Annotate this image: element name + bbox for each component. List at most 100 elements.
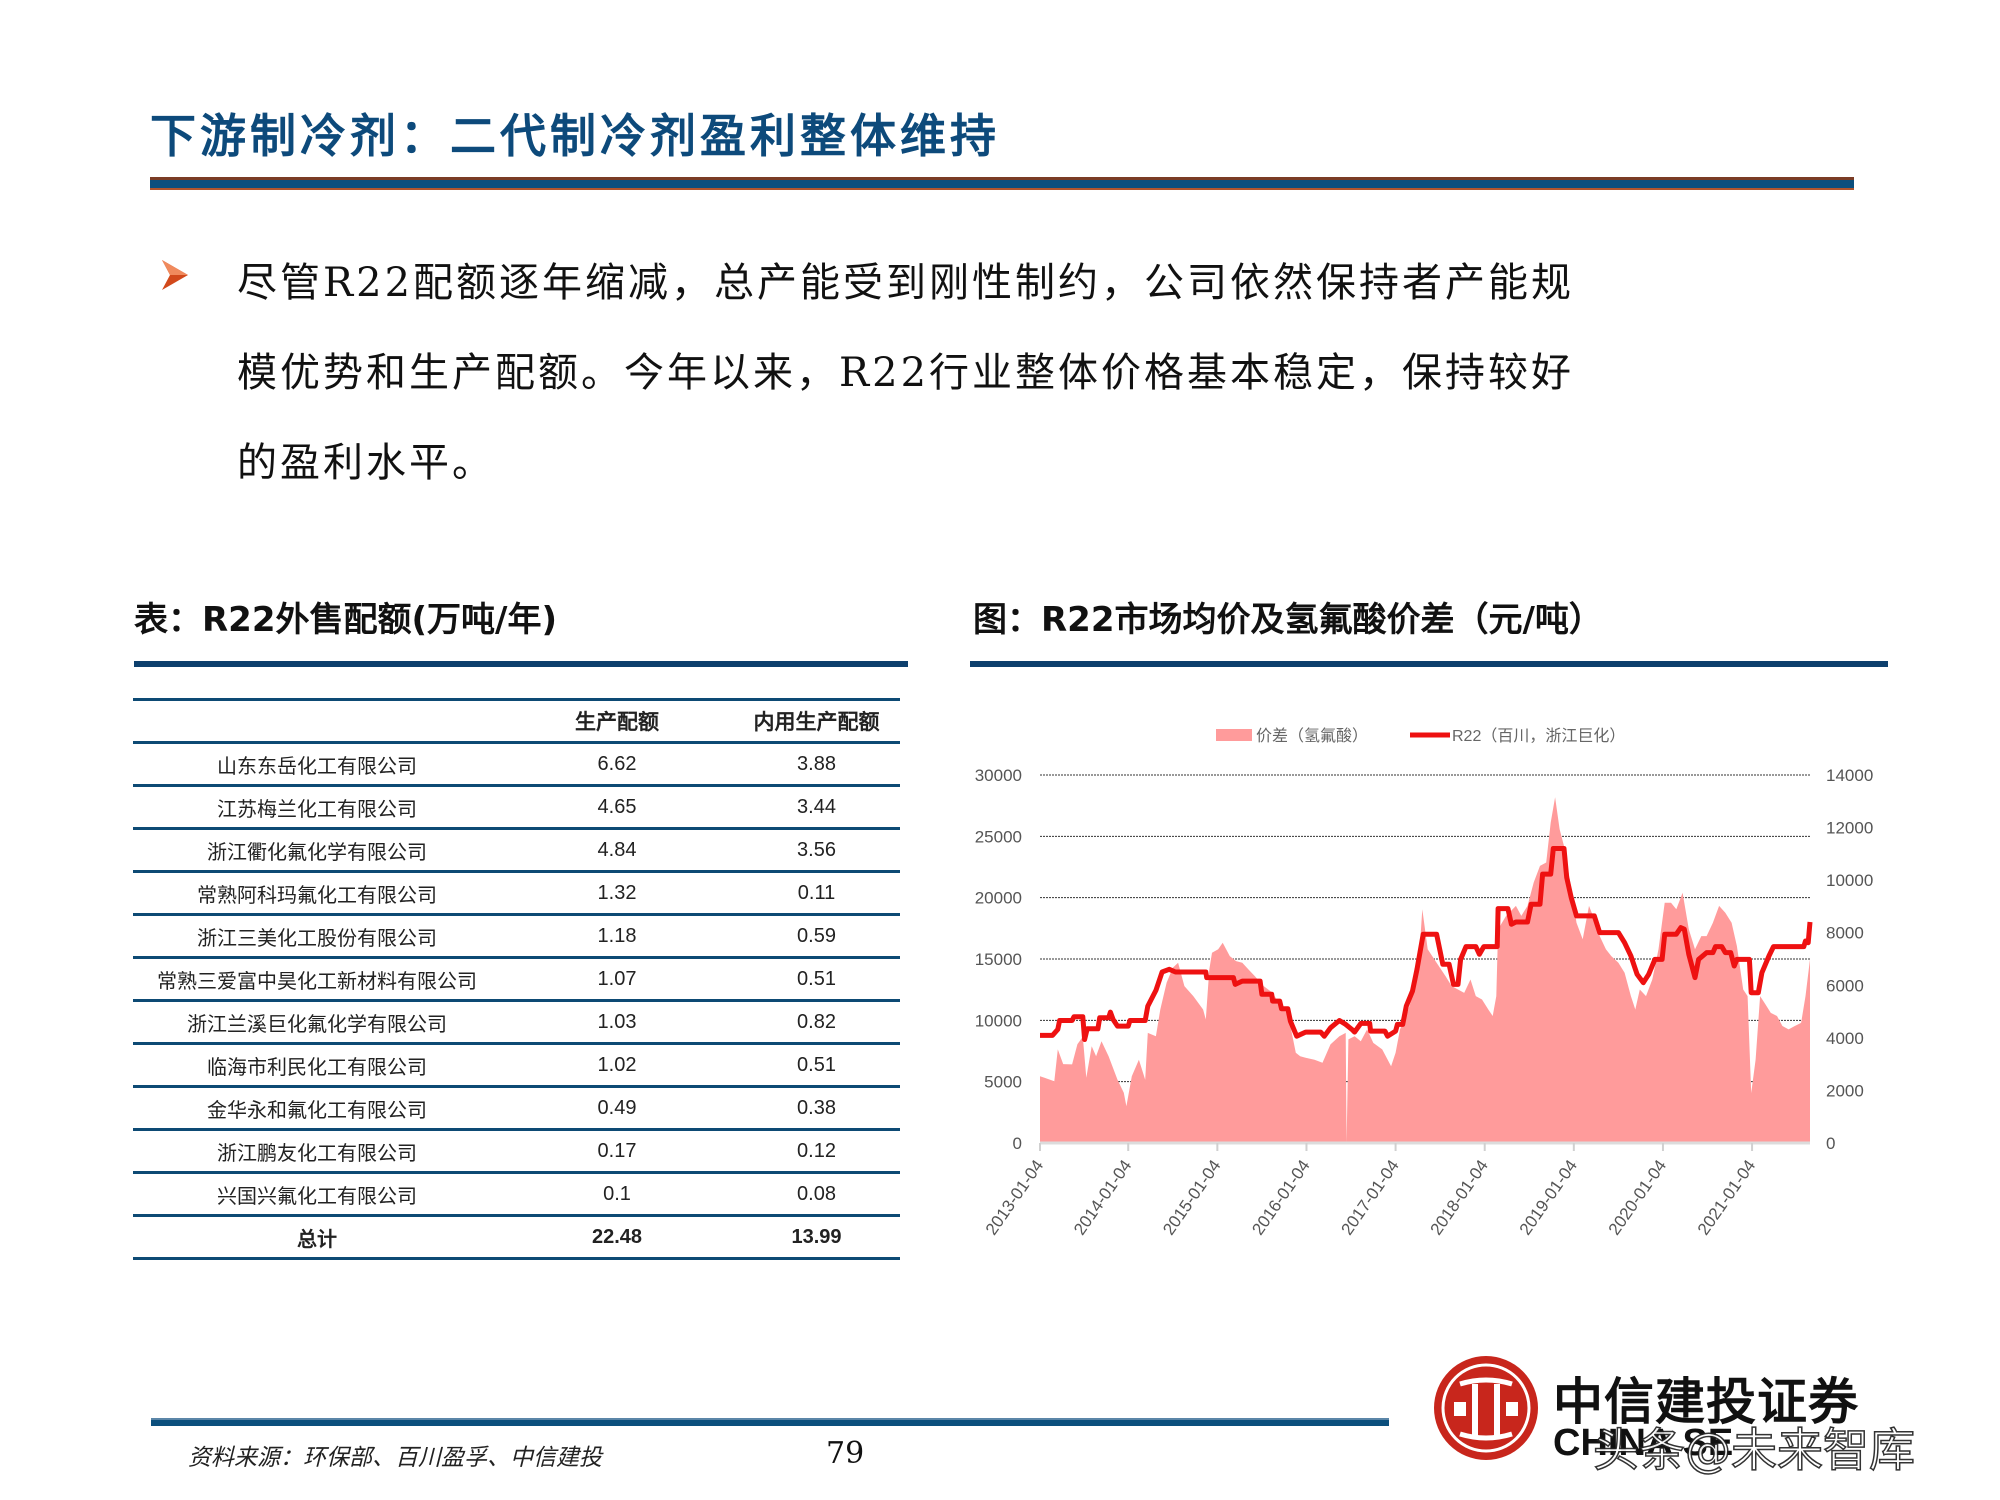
table-row: 浙江三美化工股份有限公司 1.18 0.59 <box>133 914 900 959</box>
quota-table: 生产配额 内用生产配额 山东东岳化工有限公司 6.62 3.88 江苏梅兰化工有限公司… <box>133 698 900 1260</box>
production-quota-cell: 0.1 <box>501 1172 733 1217</box>
production-quota-cell: 1.07 <box>501 957 733 1002</box>
left-axis-tick-label: 10000 <box>975 1011 1022 1030</box>
table-row: 常熟阿科玛氟化工有限公司 1.32 0.11 <box>133 871 900 916</box>
company-cell: 浙江衢化氟化学有限公司 <box>133 828 501 873</box>
table-heading-bar <box>134 661 908 667</box>
table-row: 常熟三爱富中昊化工新材料有限公司 1.07 0.51 <box>133 957 900 1002</box>
table-body: 山东东岳化工有限公司 6.62 3.88 江苏梅兰化工有限公司 4.65 3.44 浙江衢化… <box>133 742 900 1260</box>
internal-quota-cell: 3.56 <box>733 828 900 873</box>
production-quota-cell: 1.02 <box>501 1043 733 1088</box>
right-axis-tick-label: 12000 <box>1826 819 1873 838</box>
paragraph-line-1: 尽管R22配额逐年缩减，总产能受到刚性制约，公司依然保持者产能规 <box>237 260 1575 306</box>
x-axis-tick-label: 2017-01-04 <box>1337 1156 1402 1238</box>
production-quota-cell: 4.84 <box>501 828 733 873</box>
internal-quota-cell: 13.99 <box>733 1215 900 1260</box>
company-cell: 总计 <box>133 1215 501 1260</box>
table-heading: 表：R22外售配额(万吨/年) <box>134 600 557 640</box>
right-axis-tick-label: 2000 <box>1826 1081 1864 1100</box>
internal-quota-cell: 0.51 <box>733 957 900 1002</box>
header-production-quota: 生产配额 <box>501 698 733 744</box>
company-cell: 临海市利民化工有限公司 <box>133 1043 501 1088</box>
spread-area-series <box>1040 797 1810 1143</box>
table-row: 金华永和氟化工有限公司 0.49 0.38 <box>133 1086 900 1131</box>
slide-title: 下游制冷剂：二代制冷剂盈利整体维持 <box>150 109 1000 163</box>
x-axis-tick-label: 2018-01-04 <box>1427 1156 1492 1238</box>
right-axis-tick-label: 8000 <box>1826 924 1864 943</box>
source-note: 资料来源：环保部、百川盈孚、中信建投 <box>188 1445 602 1471</box>
x-axis: 2013-01-04 2014-01-04 2015-01-04 2016-01-04… <box>982 1143 1759 1239</box>
footer-divider <box>151 1418 1389 1426</box>
right-axis-tick-label: 10000 <box>1826 871 1873 890</box>
internal-quota-cell: 0.38 <box>733 1086 900 1131</box>
internal-quota-cell: 0.59 <box>733 914 900 959</box>
internal-quota-cell: 0.11 <box>733 871 900 916</box>
right-y-axis: 0 2000 4000 6000 8000 10000 12000 14000 <box>1826 766 1873 1153</box>
production-quota-cell: 4.65 <box>501 785 733 830</box>
production-quota-cell: 6.62 <box>501 742 733 787</box>
logo-chinese-name: 中信建投证券 <box>1553 1373 1859 1431</box>
x-axis-tick-label: 2019-01-04 <box>1516 1156 1581 1238</box>
company-cell: 兴国兴氟化工有限公司 <box>133 1172 501 1217</box>
company-cell: 浙江三美化工股份有限公司 <box>133 914 501 959</box>
internal-quota-cell: 0.51 <box>733 1043 900 1088</box>
company-cell: 常熟三爱富中昊化工新材料有限公司 <box>133 957 501 1002</box>
header-internal-quota: 内用生产配额 <box>733 698 900 744</box>
internal-quota-cell: 0.12 <box>733 1129 900 1174</box>
left-axis-tick-label: 5000 <box>984 1073 1022 1092</box>
legend-area-label: 价差（氢氟酸） <box>1256 727 1368 745</box>
internal-quota-cell: 0.82 <box>733 1000 900 1045</box>
company-cell: 山东东岳化工有限公司 <box>133 742 501 787</box>
internal-quota-cell: 0.08 <box>733 1172 900 1217</box>
right-axis-tick-label: 6000 <box>1826 976 1864 995</box>
internal-quota-cell: 3.88 <box>733 742 900 787</box>
r22-price-line-series <box>1040 846 1813 1042</box>
paragraph-line-3: 的盈利水平。 <box>237 440 495 486</box>
table-row: 浙江兰溪巨化氟化学有限公司 1.03 0.82 <box>133 1000 900 1045</box>
table-row: 临海市利民化工有限公司 1.02 0.51 <box>133 1043 900 1088</box>
company-cell: 浙江鹏友化工有限公司 <box>133 1129 501 1174</box>
table-row: 山东东岳化工有限公司 6.62 3.88 <box>133 742 900 787</box>
table-row: 浙江衢化氟化学有限公司 4.84 3.56 <box>133 828 900 873</box>
production-quota-cell: 0.49 <box>501 1086 733 1131</box>
company-cell: 常熟阿科玛氟化工有限公司 <box>133 871 501 916</box>
r22-price-chart: 价差（氢氟酸） R22（百川，浙江巨化） 0 5000 10000 15000 2000… <box>975 727 1874 1239</box>
table-row: 兴国兴氟化工有限公司 0.1 0.08 <box>133 1172 900 1217</box>
chart-heading: 图：R22市场均价及氢氟酸价差（元/吨） <box>973 600 1603 640</box>
table-row: 江苏梅兰化工有限公司 4.65 3.44 <box>133 785 900 830</box>
right-axis-tick-label: 14000 <box>1826 766 1873 785</box>
paragraph-line-2: 模优势和生产配额。今年以来，R22行业整体价格基本稳定，保持较好 <box>237 350 1575 396</box>
left-axis-tick-label: 25000 <box>975 827 1022 846</box>
x-axis-tick-label: 2021-01-04 <box>1694 1156 1759 1238</box>
page-number: 79 <box>826 1436 865 1471</box>
internal-quota-cell: 3.44 <box>733 785 900 830</box>
production-quota-cell: 1.18 <box>501 914 733 959</box>
left-y-axis: 0 5000 10000 15000 20000 25000 30000 <box>975 766 1022 1153</box>
left-axis-tick-label: 20000 <box>975 889 1022 908</box>
company-cell: 金华永和氟化工有限公司 <box>133 1086 501 1131</box>
company-cell: 江苏梅兰化工有限公司 <box>133 785 501 830</box>
company-cell: 浙江兰溪巨化氟化学有限公司 <box>133 1000 501 1045</box>
legend-area-swatch <box>1216 729 1252 741</box>
header-company <box>133 698 501 744</box>
table-header-row: 生产配额 内用生产配额 <box>133 698 900 744</box>
production-quota-cell: 1.32 <box>501 871 733 916</box>
x-axis-tick-label: 2020-01-04 <box>1605 1156 1670 1238</box>
production-quota-cell: 1.03 <box>501 1000 733 1045</box>
right-axis-tick-label: 0 <box>1826 1134 1835 1153</box>
left-axis-tick-label: 30000 <box>975 766 1022 785</box>
right-axis-tick-label: 4000 <box>1826 1029 1864 1048</box>
x-axis-tick-label: 2014-01-04 <box>1070 1156 1135 1238</box>
chart-legend: 价差（氢氟酸） R22（百川，浙江巨化） <box>1216 727 1625 745</box>
left-axis-tick-label: 0 <box>1013 1134 1022 1153</box>
left-axis-tick-label: 15000 <box>975 950 1022 969</box>
citic-logo-icon <box>1432 1354 1540 1462</box>
production-quota-cell: 22.48 <box>501 1215 733 1260</box>
chart-heading-bar <box>970 661 1888 667</box>
production-quota-cell: 0.17 <box>501 1129 733 1174</box>
table-total-row: 总计 22.48 13.99 <box>133 1215 900 1260</box>
legend-line-label: R22（百川，浙江巨化） <box>1452 727 1625 745</box>
x-axis-tick-label: 2016-01-04 <box>1248 1156 1313 1238</box>
watermark-text: 头条@未来智库 <box>1592 1422 1916 1478</box>
logo-english-name: CHINA SE <box>1553 1422 1734 1464</box>
